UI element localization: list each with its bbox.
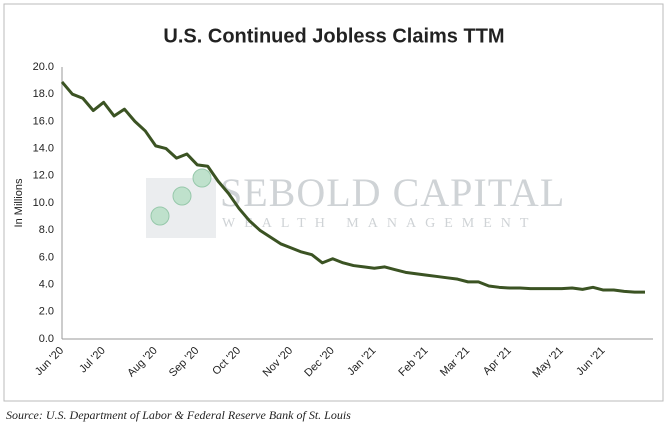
y-tick-label: 20.0 [33, 61, 54, 73]
y-tick-label: 2.0 [39, 306, 54, 318]
y-tick-label: 6.0 [39, 251, 54, 263]
chart-frame [3, 3, 664, 402]
y-tick-label: 8.0 [39, 224, 54, 236]
y-tick-label: 10.0 [33, 197, 54, 209]
y-tick-label: 4.0 [39, 279, 54, 291]
source-note: Source: U.S. Department of Labor & Feder… [6, 408, 351, 422]
watermark-subtitle: WEALTH MANAGEMENT [222, 216, 537, 231]
y-tick-label: 12.0 [33, 170, 54, 182]
chart-title: U.S. Continued Jobless Claims TTM [163, 25, 504, 47]
y-tick-label: 18.0 [33, 88, 54, 100]
y-tick-label: 14.0 [33, 143, 54, 155]
series-line [60, 80, 645, 294]
watermark-title: SEBOLD CAPITAL [220, 170, 565, 215]
y-axis-label: In Millions [13, 178, 25, 227]
watermark-logo [146, 168, 216, 238]
y-tick-label: 16.0 [33, 115, 54, 127]
y-tick-label: 0.0 [39, 333, 54, 345]
